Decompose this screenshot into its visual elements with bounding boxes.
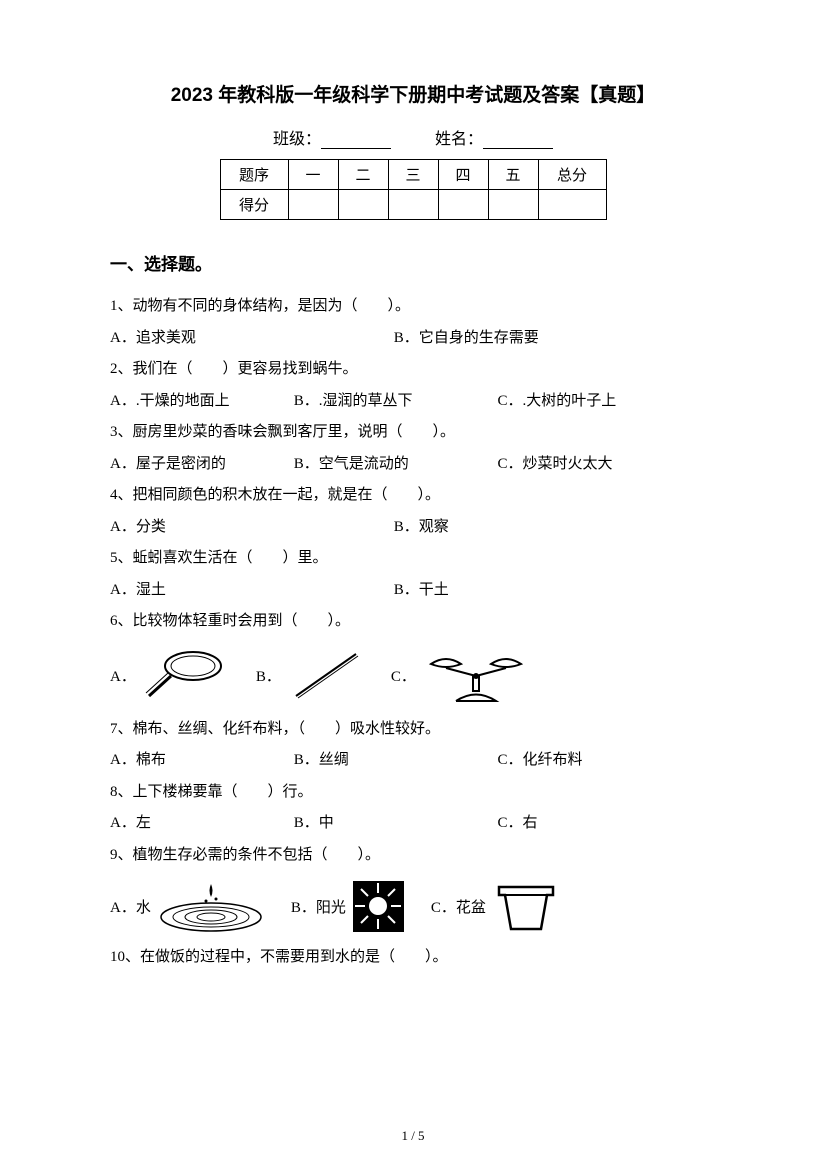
cell-blank[interactable] [488, 190, 538, 220]
table-row: 题序 一 二 三 四 五 总分 [220, 160, 606, 190]
option-b: B．丝绸 [294, 745, 494, 777]
cell-header: 三 [388, 160, 438, 190]
option-b: B．空气是流动的 [294, 449, 494, 481]
option-b: B．中 [294, 808, 494, 840]
option-c: C．化纤布料 [498, 745, 583, 777]
question-7: 7、棉布、丝绸、化纤布料，（ ）吸水性较好。 [110, 714, 716, 746]
option-b: B．观察 [394, 512, 574, 544]
question-6-options: A． B． C． [110, 646, 716, 706]
option-a: A．左 [110, 808, 290, 840]
question-1: 1、动物有不同的身体结构，是因为（ ）。 [110, 291, 716, 323]
score-table: 题序 一 二 三 四 五 总分 得分 [220, 159, 607, 220]
question-8-options: A．左 B．中 C．右 [110, 808, 716, 840]
question-7-options: A．棉布 B．丝绸 C．化纤布料 [110, 745, 716, 777]
option-b: B．阳光 [291, 879, 406, 934]
option-a: A．湿土 [110, 575, 390, 607]
option-a: A．水 [110, 879, 266, 934]
option-b: B．它自身的生存需要 [394, 323, 574, 355]
option-c: C．右 [498, 808, 538, 840]
option-b-label: B．阳光 [291, 896, 346, 917]
question-5-options: A．湿土 B．干土 [110, 575, 716, 607]
option-a: A．分类 [110, 512, 390, 544]
question-2: 2、我们在（ ）更容易找到蜗牛。 [110, 354, 716, 386]
option-b: B．干土 [394, 575, 574, 607]
cell-label: 得分 [220, 190, 288, 220]
question-5: 5、蚯蚓喜欢生活在（ ）里。 [110, 543, 716, 575]
sunlight-icon [351, 879, 406, 934]
student-info-line: 班级： 姓名： [110, 125, 716, 149]
class-label: 班级： [273, 131, 321, 148]
option-a: A．追求美观 [110, 323, 390, 355]
water-ripple-icon [156, 879, 266, 934]
option-b: B．.湿润的草丛下 [294, 386, 494, 418]
option-a: A．.干燥的地面上 [110, 386, 290, 418]
option-a-label: A．水 [110, 896, 151, 917]
option-a: A．棉布 [110, 745, 290, 777]
magnifier-icon [141, 648, 231, 703]
question-9-options: A．水 B．阳光 C． [110, 879, 716, 934]
question-8: 8、上下楼梯要靠（ ）行。 [110, 777, 716, 809]
option-c: C．炒菜时火太大 [498, 449, 613, 481]
option-c: C．花盆 [431, 879, 561, 934]
option-a: A．屋子是密闭的 [110, 449, 290, 481]
option-c-label: C． [391, 665, 416, 686]
question-10: 10、在做饭的过程中，不需要用到水的是（ ）。 [110, 942, 716, 974]
balance-scale-icon [421, 646, 531, 706]
cell-header: 二 [338, 160, 388, 190]
cell-header: 总分 [538, 160, 606, 190]
table-row: 得分 [220, 190, 606, 220]
name-label: 姓名： [435, 131, 483, 148]
section-title: 一、选择题。 [110, 250, 716, 275]
class-blank[interactable] [321, 131, 391, 149]
cell-header: 一 [288, 160, 338, 190]
cell-blank[interactable] [388, 190, 438, 220]
option-b-label: B． [256, 665, 281, 686]
question-1-options: A．追求美观 B．它自身的生存需要 [110, 323, 716, 355]
cell-blank[interactable] [538, 190, 606, 220]
stick-icon [286, 648, 366, 703]
option-c-label: C．花盆 [431, 896, 486, 917]
option-b: B． [256, 648, 366, 703]
question-4: 4、把相同颜色的积木放在一起，就是在（ ）。 [110, 480, 716, 512]
cell-blank[interactable] [338, 190, 388, 220]
question-6: 6、比较物体轻重时会用到（ ）。 [110, 606, 716, 638]
option-c: C． [391, 646, 531, 706]
page-number: 1 / 5 [0, 1128, 826, 1144]
question-9: 9、植物生存必需的条件不包括（ ）。 [110, 840, 716, 872]
name-blank[interactable] [483, 131, 553, 149]
question-4-options: A．分类 B．观察 [110, 512, 716, 544]
cell-blank[interactable] [288, 190, 338, 220]
question-2-options: A．.干燥的地面上 B．.湿润的草丛下 C．.大树的叶子上 [110, 386, 716, 418]
option-a: A． [110, 648, 231, 703]
question-3-options: A．屋子是密闭的 B．空气是流动的 C．炒菜时火太大 [110, 449, 716, 481]
cell-header: 五 [488, 160, 538, 190]
cell-header: 题序 [220, 160, 288, 190]
cell-blank[interactable] [438, 190, 488, 220]
question-3: 3、厨房里炒菜的香味会飘到客厅里，说明（ ）。 [110, 417, 716, 449]
flowerpot-icon [491, 879, 561, 934]
cell-header: 四 [438, 160, 488, 190]
page-title: 2023 年教科版一年级科学下册期中考试题及答案【真题】 [110, 80, 716, 107]
option-a-label: A． [110, 665, 136, 686]
option-c: C．.大树的叶子上 [498, 386, 617, 418]
